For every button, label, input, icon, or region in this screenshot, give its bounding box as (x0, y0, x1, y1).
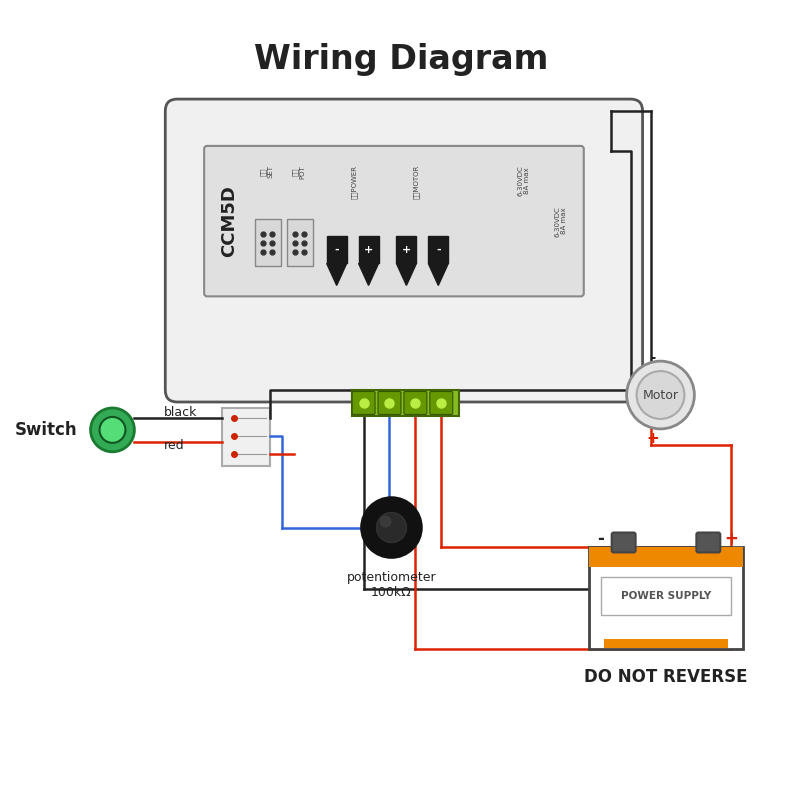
Text: red: red (164, 439, 185, 452)
Bar (589, 547, 743, 649)
Circle shape (379, 515, 391, 527)
Polygon shape (428, 263, 448, 286)
Bar (287, 218, 313, 266)
Circle shape (90, 408, 134, 452)
Bar (397, 235, 416, 263)
Text: Wiring Diagram: Wiring Diagram (254, 42, 549, 76)
Text: +: + (364, 245, 373, 254)
Text: 开关
SET: 开关 SET (260, 165, 274, 178)
Text: CCM5D: CCM5D (220, 186, 238, 257)
Polygon shape (326, 263, 346, 286)
Bar (222, 408, 270, 466)
Text: 6-30VDC
8A max: 6-30VDC 8A max (518, 165, 530, 195)
Text: -: - (598, 530, 604, 549)
Text: Motor: Motor (642, 389, 678, 402)
FancyBboxPatch shape (430, 391, 453, 414)
Text: black: black (164, 406, 198, 419)
Text: DO NOT REVERSE: DO NOT REVERSE (584, 668, 748, 686)
FancyBboxPatch shape (166, 99, 642, 402)
Bar (428, 235, 448, 263)
Bar (352, 390, 459, 416)
Polygon shape (358, 263, 378, 286)
FancyBboxPatch shape (204, 146, 584, 296)
Circle shape (626, 361, 694, 429)
Text: +: + (402, 245, 411, 254)
Text: Switch: Switch (15, 421, 78, 439)
Text: -: - (650, 350, 656, 365)
Bar (358, 235, 378, 263)
Text: 电源POWER: 电源POWER (351, 165, 358, 199)
Text: +: + (724, 530, 738, 549)
Polygon shape (397, 263, 416, 286)
FancyBboxPatch shape (612, 533, 635, 553)
Bar (255, 218, 281, 266)
Circle shape (377, 513, 406, 542)
FancyBboxPatch shape (696, 533, 720, 553)
FancyBboxPatch shape (378, 391, 401, 414)
Text: +: + (646, 431, 659, 446)
Bar (589, 547, 743, 567)
Circle shape (362, 498, 422, 558)
Text: 旋钮
POT: 旋钮 POT (292, 165, 306, 178)
Bar (326, 235, 346, 263)
Circle shape (637, 371, 685, 419)
Bar (601, 578, 731, 615)
Circle shape (99, 417, 126, 443)
FancyBboxPatch shape (404, 391, 427, 414)
Bar (604, 639, 728, 648)
Text: 6-30VDC
8A max: 6-30VDC 8A max (554, 206, 567, 237)
Text: -: - (334, 245, 339, 254)
Text: POWER SUPPLY: POWER SUPPLY (621, 591, 711, 602)
Text: potentiometer
100kΩ: potentiometer 100kΩ (346, 571, 436, 599)
Text: -: - (436, 245, 441, 254)
FancyBboxPatch shape (352, 391, 375, 414)
Text: 电机MOTOR: 电机MOTOR (413, 165, 420, 199)
